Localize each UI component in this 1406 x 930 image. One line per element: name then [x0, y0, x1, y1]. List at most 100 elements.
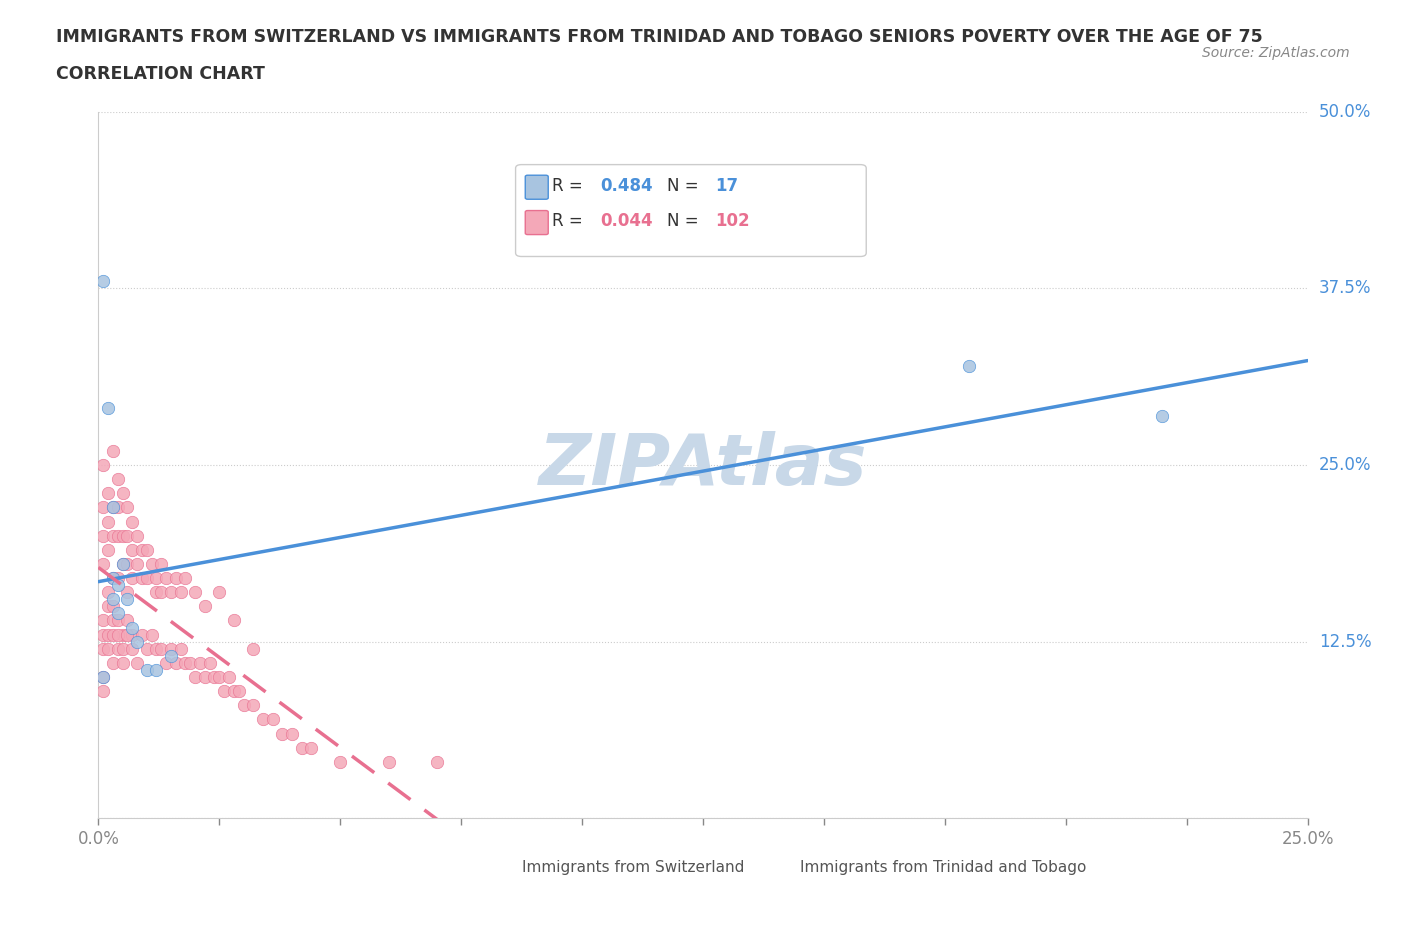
Point — [222, 684, 245, 698]
Point — [101, 500, 124, 515]
Point — [121, 571, 143, 586]
Text: 25.0%: 25.0% — [1319, 456, 1371, 474]
Point — [107, 571, 129, 586]
Point — [155, 571, 177, 586]
Point — [121, 642, 143, 657]
Point — [91, 684, 114, 698]
Point — [91, 273, 114, 288]
Point — [91, 642, 114, 657]
Point — [111, 528, 134, 543]
Text: 37.5%: 37.5% — [1319, 279, 1371, 298]
Point — [101, 571, 124, 586]
Text: Source: ZipAtlas.com: Source: ZipAtlas.com — [1202, 46, 1350, 60]
Point — [127, 634, 149, 649]
Text: ZIPAtlas: ZIPAtlas — [538, 431, 868, 499]
Point — [242, 698, 264, 712]
Point — [174, 656, 197, 671]
Point — [262, 712, 284, 727]
Point — [145, 662, 167, 677]
Point — [127, 656, 149, 671]
Point — [228, 684, 250, 698]
Point — [121, 620, 143, 635]
Point — [117, 585, 139, 600]
Text: 12.5%: 12.5% — [1319, 632, 1371, 651]
Point — [290, 740, 312, 755]
Point — [194, 599, 217, 614]
FancyBboxPatch shape — [526, 210, 548, 234]
Point — [131, 542, 153, 557]
Point — [232, 698, 254, 712]
Point — [101, 444, 124, 458]
Text: 17: 17 — [716, 177, 738, 194]
Point — [111, 485, 134, 500]
Point — [299, 740, 322, 755]
Point — [135, 662, 157, 677]
Point — [155, 656, 177, 671]
Point — [150, 642, 173, 657]
Point — [97, 485, 120, 500]
Point — [160, 648, 183, 663]
Point — [208, 585, 231, 600]
Point — [135, 642, 157, 657]
Point — [426, 754, 449, 769]
Point — [127, 556, 149, 571]
Point — [111, 642, 134, 657]
Point — [127, 528, 149, 543]
Point — [141, 556, 163, 571]
Point — [165, 656, 187, 671]
Point — [117, 591, 139, 606]
Text: 50.0%: 50.0% — [1319, 102, 1371, 121]
Point — [135, 542, 157, 557]
Point — [169, 585, 191, 600]
Point — [141, 627, 163, 642]
Point — [281, 726, 304, 741]
Point — [131, 627, 153, 642]
Text: Immigrants from Trinidad and Tobago: Immigrants from Trinidad and Tobago — [800, 860, 1085, 875]
FancyBboxPatch shape — [516, 165, 866, 257]
Point — [184, 670, 207, 684]
Point — [107, 613, 129, 628]
Point — [329, 754, 352, 769]
Text: 102: 102 — [716, 212, 749, 230]
Point — [198, 656, 221, 671]
Point — [107, 627, 129, 642]
Point — [107, 606, 129, 621]
Point — [218, 670, 240, 684]
Point — [111, 556, 134, 571]
Point — [145, 571, 167, 586]
Point — [131, 571, 153, 586]
Point — [188, 656, 211, 671]
Point — [91, 528, 114, 543]
Point — [169, 642, 191, 657]
Point — [145, 585, 167, 600]
Point — [91, 500, 114, 515]
Point — [101, 599, 124, 614]
FancyBboxPatch shape — [526, 175, 548, 199]
Point — [957, 359, 980, 374]
Point — [97, 401, 120, 416]
Point — [91, 458, 114, 472]
Text: 0.484: 0.484 — [600, 177, 652, 194]
Point — [117, 627, 139, 642]
Point — [208, 670, 231, 684]
FancyBboxPatch shape — [453, 857, 506, 880]
Point — [111, 556, 134, 571]
Point — [179, 656, 201, 671]
Point — [117, 500, 139, 515]
Point — [111, 656, 134, 671]
Point — [97, 542, 120, 557]
Point — [101, 613, 124, 628]
Text: IMMIGRANTS FROM SWITZERLAND VS IMMIGRANTS FROM TRINIDAD AND TOBAGO SENIORS POVER: IMMIGRANTS FROM SWITZERLAND VS IMMIGRANT… — [56, 28, 1263, 46]
Point — [97, 585, 120, 600]
Point — [117, 613, 139, 628]
Point — [1152, 408, 1174, 423]
Point — [107, 642, 129, 657]
Point — [111, 627, 134, 642]
Point — [204, 670, 226, 684]
Point — [101, 627, 124, 642]
Point — [135, 571, 157, 586]
Text: CORRELATION CHART: CORRELATION CHART — [56, 65, 266, 83]
Point — [91, 613, 114, 628]
Point — [252, 712, 274, 727]
Point — [150, 585, 173, 600]
